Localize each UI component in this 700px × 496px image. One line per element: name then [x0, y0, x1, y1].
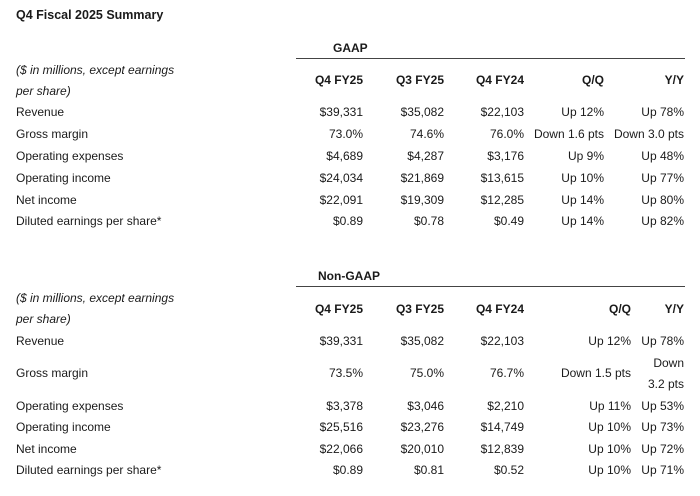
table-cell: Up 10%	[588, 442, 631, 456]
table-cell: Up 9%	[567, 149, 604, 163]
table-cell: $13,615	[480, 171, 524, 185]
page-title: Q4 Fiscal 2025 Summary	[16, 8, 164, 22]
table-cell: $23,276	[400, 420, 444, 434]
table-cell: Up 78%	[641, 105, 684, 119]
table-cell: Up 72%	[641, 442, 684, 456]
table-cell: Up 78%	[641, 334, 684, 348]
table-cell: $2,210	[487, 399, 524, 413]
gaap-header-yy: Y/Y	[664, 73, 684, 87]
table-cell: Up 14%	[561, 193, 604, 207]
gaap-note-line2: per share)	[16, 84, 71, 98]
table-cell: Up 10%	[588, 463, 631, 477]
table-cell: 76.0%	[489, 127, 524, 141]
table-cell: 75.0%	[409, 366, 444, 380]
nongaap-note-line1: ($ in millions, except earnings	[16, 291, 175, 305]
table-cell: 73.0%	[328, 127, 363, 141]
table-cell: $4,689	[326, 149, 363, 163]
nongaap-header-yy: Y/Y	[664, 302, 684, 316]
gaap-header-q3fy25: Q3 FY25	[395, 73, 444, 87]
table-row-label: Operating expenses	[16, 149, 124, 163]
table-cell: $3,046	[407, 399, 444, 413]
table-cell: 74.6%	[409, 127, 444, 141]
table-cell: $22,103	[480, 105, 524, 119]
table-row-label: Diluted earnings per share*	[16, 463, 162, 477]
nongaap-header-q3fy25: Q3 FY25	[395, 302, 444, 316]
gaap-header-q4fy25: Q4 FY25	[314, 73, 363, 87]
table-cell: $25,516	[319, 420, 363, 434]
nongaap-note-line2: per share)	[16, 312, 71, 326]
table-cell: $39,331	[319, 334, 363, 348]
table-cell: $20,010	[400, 442, 444, 456]
table-cell: $14,749	[480, 420, 524, 434]
table-cell: Up 73%	[641, 420, 684, 434]
table-cell: Down 1.5 pts	[560, 366, 631, 380]
table-cell: $3,176	[487, 149, 524, 163]
table-cell: $24,034	[319, 171, 363, 185]
gaap-note-line1: ($ in millions, except earnings	[16, 63, 175, 77]
table-cell: $22,066	[319, 442, 363, 456]
table-cell: $35,082	[400, 105, 444, 119]
table-cell: Up 48%	[641, 149, 684, 163]
table-row-label: Net income	[16, 193, 77, 207]
gaap-rule	[296, 58, 685, 59]
table-cell: Up 12%	[588, 334, 631, 348]
table-row-label: Revenue	[16, 105, 65, 119]
table-cell: $0.78	[413, 214, 444, 228]
table-row-label: Operating income	[16, 420, 111, 434]
table-cell: $19,309	[400, 193, 444, 207]
table-cell: $0.49	[493, 214, 524, 228]
table-cell: $0.89	[332, 214, 363, 228]
table-cell: $12,285	[480, 193, 524, 207]
table-cell: $21,869	[400, 171, 444, 185]
table-cell: Up 80%	[641, 193, 684, 207]
table-row-label: Revenue	[16, 334, 65, 348]
table-cell: 73.5%	[328, 366, 363, 380]
table-cell: Down 1.6 pts	[533, 127, 604, 141]
table-cell: Up 10%	[561, 171, 604, 185]
table-cell: $35,082	[400, 334, 444, 348]
nongaap-header-q4fy25: Q4 FY25	[314, 302, 363, 316]
nongaap-header-qq: Q/Q	[608, 302, 631, 316]
table-cell: Up 53%	[641, 399, 684, 413]
table-cell: $12,839	[480, 442, 524, 456]
table-cell: Up 14%	[561, 214, 604, 228]
gaap-header-q4fy24: Q4 FY24	[475, 73, 524, 87]
table-cell: $0.89	[332, 463, 363, 477]
nongaap-label: Non-GAAP	[318, 269, 380, 283]
table-cell: $22,091	[319, 193, 363, 207]
table-cell: 76.7%	[489, 366, 524, 380]
table-row-label: Operating expenses	[16, 399, 124, 413]
table-cell: Up 12%	[561, 105, 604, 119]
table-cell: $22,103	[480, 334, 524, 348]
table-cell: 3.2 pts	[647, 377, 684, 391]
table-row-label: Diluted earnings per share*	[16, 214, 162, 228]
nongaap-rule	[296, 286, 685, 287]
gaap-header-qq: Q/Q	[581, 73, 604, 87]
nongaap-header-q4fy24: Q4 FY24	[475, 302, 524, 316]
table-cell: $0.52	[493, 463, 524, 477]
table-cell: Down 3.0 pts	[613, 127, 684, 141]
gaap-label: GAAP	[333, 41, 368, 55]
table-row-label: Gross margin	[16, 366, 89, 380]
table-cell: $3,378	[326, 399, 363, 413]
table-cell: Up 11%	[589, 399, 631, 413]
table-cell: Up 77%	[641, 171, 684, 185]
table-cell: $39,331	[319, 105, 363, 119]
table-row-label: Gross margin	[16, 127, 89, 141]
table-cell: $0.81	[413, 463, 444, 477]
table-cell: Up 82%	[641, 214, 684, 228]
table-cell: $4,287	[407, 149, 444, 163]
table-cell: Up 71%	[641, 463, 684, 477]
table-row-label: Operating income	[16, 171, 111, 185]
table-cell: Up 10%	[588, 420, 631, 434]
table-cell: Down	[653, 356, 684, 370]
table-row-label: Net income	[16, 442, 77, 456]
